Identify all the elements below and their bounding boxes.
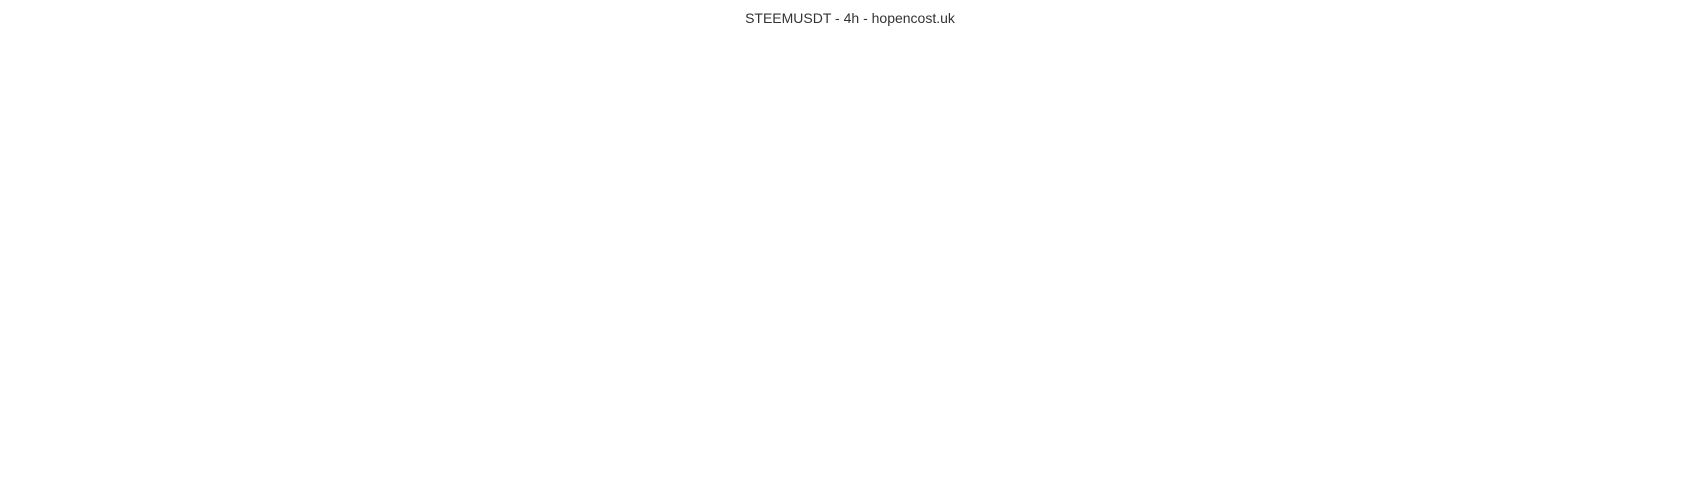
chart-title: STEEMUSDT - 4h - hopencost.uk — [745, 10, 955, 26]
